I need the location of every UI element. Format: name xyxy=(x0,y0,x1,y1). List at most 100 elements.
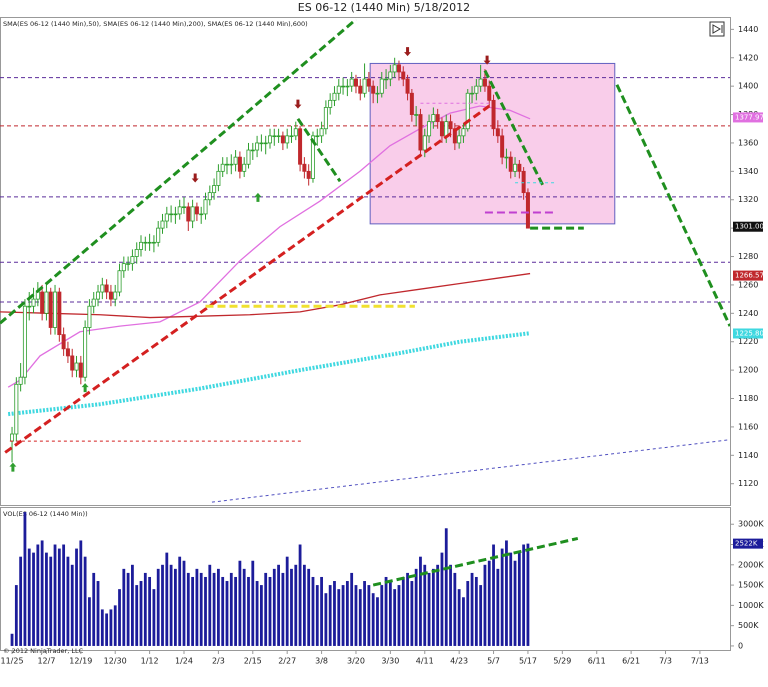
volume-bar xyxy=(251,560,255,646)
volume-bar xyxy=(522,544,526,646)
volume-bar xyxy=(126,572,130,646)
price-marker-label: 1266.57 xyxy=(735,272,764,280)
signal-arrow xyxy=(81,383,89,393)
candle-body xyxy=(470,92,475,95)
volume-bar xyxy=(367,585,371,646)
moving-average xyxy=(7,331,531,417)
candle-body xyxy=(323,107,328,130)
volume-bar xyxy=(165,552,169,646)
y-tick-label: 1320 xyxy=(738,195,758,204)
candle-body xyxy=(177,206,182,215)
volume-bar xyxy=(277,564,280,646)
volume-bar xyxy=(14,585,18,646)
volume-bar xyxy=(414,568,418,646)
volume-bar xyxy=(221,576,225,646)
volume-bar xyxy=(363,581,366,646)
x-tick-label: 3/30 xyxy=(381,657,399,666)
volume-bar xyxy=(427,572,431,646)
volume-bar xyxy=(143,572,147,646)
candle-body xyxy=(139,241,144,250)
price-marker xyxy=(733,112,763,123)
panel-icon xyxy=(709,21,725,37)
candle-body xyxy=(379,78,384,94)
y-tick-label: 1420 xyxy=(738,53,758,62)
candle-body xyxy=(310,135,315,179)
volume-bar xyxy=(526,543,530,646)
volume-bar xyxy=(311,576,315,646)
price-marker-label: 1377.97 xyxy=(735,113,764,121)
volume-bar xyxy=(139,581,143,646)
signal-arrow xyxy=(483,55,491,65)
candle-body xyxy=(61,334,66,350)
x-tick-label: 12/19 xyxy=(69,657,92,666)
candle-body xyxy=(332,92,337,101)
y-tick-label: 1440 xyxy=(738,25,758,34)
candle-body xyxy=(35,291,40,300)
trend-line xyxy=(296,117,342,183)
volume-bar xyxy=(242,568,246,646)
y-tick-label: 1180 xyxy=(738,394,758,403)
volume-bar xyxy=(191,576,195,646)
candle-body xyxy=(500,135,505,158)
candle-body xyxy=(474,85,479,94)
volume-bar xyxy=(212,572,216,646)
price-marker xyxy=(733,270,763,281)
x-tick-label: 4/11 xyxy=(416,657,434,666)
volume-bar xyxy=(444,528,448,646)
volume-bar xyxy=(470,572,474,646)
candle-body xyxy=(349,78,354,87)
candle-body xyxy=(439,121,444,137)
volume-bar xyxy=(345,581,349,646)
candle-body xyxy=(212,185,217,194)
x-tick-label: 5/17 xyxy=(519,657,537,666)
volume-bar xyxy=(457,589,461,646)
volume-bar xyxy=(45,552,48,646)
candle-body xyxy=(130,256,135,265)
y-tick-label: 1240 xyxy=(738,309,758,318)
volume-bar xyxy=(462,597,465,646)
x-tick-label: 3/8 xyxy=(315,657,328,666)
candle-body xyxy=(285,135,290,144)
volume-bar xyxy=(307,568,311,646)
candle-body xyxy=(100,284,105,293)
volume-bar xyxy=(285,556,289,646)
volume-bar xyxy=(229,572,233,646)
volume-bar xyxy=(492,544,495,646)
candle-body xyxy=(134,249,139,257)
candle-body xyxy=(353,78,358,87)
x-tick-label: 3/20 xyxy=(347,657,365,666)
volume-tick-label: 1500K xyxy=(738,581,764,590)
volume-bar xyxy=(53,544,57,646)
volume-bar xyxy=(216,568,220,646)
candle-body xyxy=(117,270,122,293)
volume-bar xyxy=(264,572,268,646)
volume-bar xyxy=(23,512,27,646)
candle-body xyxy=(418,114,423,151)
volume-bar xyxy=(281,572,285,646)
volume-bar xyxy=(294,564,298,646)
volume-bar xyxy=(118,589,121,646)
candle-body xyxy=(91,298,96,307)
x-tick-label: 11/25 xyxy=(1,657,24,666)
candle-body xyxy=(53,291,58,328)
volume-bar xyxy=(135,585,139,646)
volume-bar xyxy=(161,564,164,646)
candle-body xyxy=(457,135,462,144)
candle-body xyxy=(83,327,88,378)
candle-body xyxy=(405,78,410,94)
signal-arrow xyxy=(254,192,262,202)
x-tick-label: 4/23 xyxy=(450,657,468,666)
candle-body xyxy=(427,121,432,137)
candle-body xyxy=(203,199,208,215)
volume-bar xyxy=(57,548,61,646)
candle-body xyxy=(164,213,169,222)
volume-bar xyxy=(350,572,354,646)
candle-body xyxy=(65,348,70,357)
volume-bar xyxy=(376,597,379,646)
candle-body xyxy=(478,78,483,87)
volume-bar xyxy=(500,548,504,646)
candle-body xyxy=(143,241,148,244)
candle-body xyxy=(246,149,251,165)
candle-body xyxy=(392,64,397,73)
volume-bar xyxy=(96,581,100,646)
